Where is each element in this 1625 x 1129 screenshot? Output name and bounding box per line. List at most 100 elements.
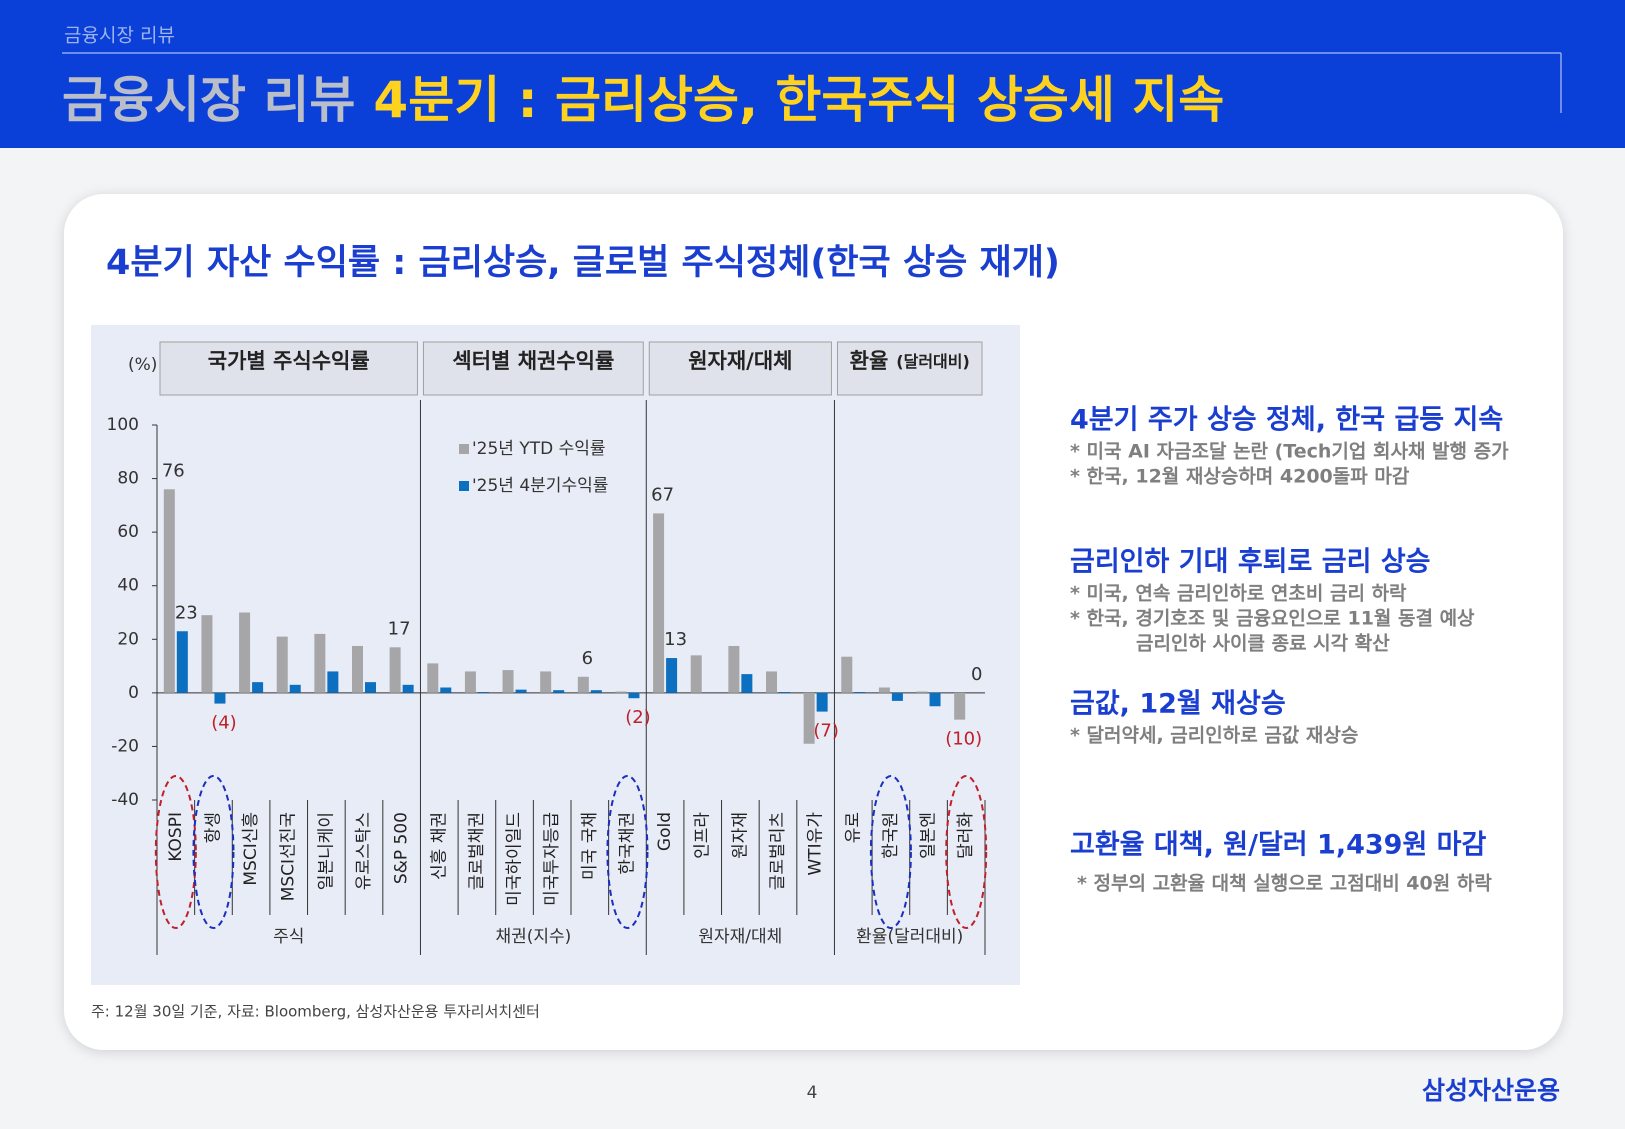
x-tick-label: 한국원	[881, 812, 901, 859]
bar	[803, 692, 815, 744]
group-name: 국가별 주식수익률	[208, 349, 370, 373]
group-header-box	[422, 341, 644, 396]
bar	[666, 658, 678, 693]
y-tick-label: 20	[117, 629, 139, 649]
bar	[352, 645, 363, 693]
group-label: 환율(달러대비)	[856, 927, 963, 947]
group-name: 원자재/대체	[688, 349, 792, 373]
title-highlight: 4분기 : 금리상승, 한국주식 상승세 지속	[373, 71, 1224, 129]
group-name: 섹터별 채권수익률	[452, 349, 614, 373]
data-label: (10)	[945, 729, 982, 750]
bar	[841, 656, 853, 693]
bar	[891, 692, 903, 701]
page-title: 금융시장 리뷰 4분기 : 금리상승, 한국주식 상승세 지속	[62, 71, 1224, 129]
bar	[402, 684, 414, 693]
highlight-ellipse	[192, 775, 235, 929]
bar	[427, 663, 439, 693]
legend-swatch	[459, 481, 469, 491]
bar	[440, 687, 452, 693]
bar	[615, 691, 627, 693]
legend-label: '25년 4분기수익률	[472, 476, 608, 496]
bar	[577, 676, 589, 693]
bar	[365, 682, 376, 693]
header-band	[0, 0, 1625, 148]
data-label: (7)	[813, 721, 839, 742]
bar	[728, 645, 740, 693]
insight-note: * 미국 AI 자금조달 논란 (Tech기업 회사채 발행 증가	[1070, 441, 1509, 463]
section-label: 금융시장 리뷰	[64, 25, 175, 47]
bar	[854, 692, 866, 693]
x-tick-label: 한국채권	[617, 812, 637, 875]
bar	[878, 687, 890, 693]
card-title: 4분기 자산 수익률 : 금리상승, 글로벌 주식정체(한국 상승 재개)	[106, 243, 1060, 283]
bar	[929, 692, 941, 707]
group-name: 환율	[850, 349, 889, 373]
y-tick-label: 80	[117, 469, 139, 489]
bar	[327, 671, 339, 693]
group-label: 채권(지수)	[495, 927, 571, 947]
x-tick-label: 인프라	[693, 812, 713, 859]
bar	[590, 690, 602, 693]
insight-note: 금리인하 사이클 종료 시각 확산	[1136, 632, 1390, 655]
bar	[779, 692, 790, 693]
x-tick-label: Gold	[655, 812, 675, 851]
group-header-box	[648, 341, 832, 396]
highlight-ellipse	[945, 775, 988, 929]
y-tick-label: 60	[117, 522, 139, 542]
bar	[766, 671, 777, 693]
group-label: 원자재/대체	[698, 927, 782, 947]
group-header: 섹터별 채권수익률	[452, 349, 614, 373]
y-tick-label: -40	[111, 790, 139, 810]
insight-headline: 고환율 대책, 원/달러 1,439원 마감	[1070, 830, 1487, 861]
insight-note: * 정부의 고환율 대책 실행으로 고점대비 40원 하락	[1077, 873, 1492, 895]
bar	[954, 692, 966, 720]
insight-headline: 4분기 주가 상승 정체, 한국 급등 지속	[1070, 405, 1503, 436]
x-tick-label: 글로벌채권	[467, 812, 487, 890]
bar	[176, 631, 188, 693]
insight-note: * 한국, 12월 재상승하며 4200돌파 마감	[1070, 466, 1410, 488]
group-header: 국가별 주식수익률	[208, 349, 370, 373]
x-tick-label: WTI유가	[806, 812, 826, 876]
footnote: 주: 12월 30일 기준, 자료: Bloomberg, 삼성자산운용 투자리…	[91, 1003, 540, 1021]
bar	[389, 647, 401, 693]
data-label: 67	[651, 484, 674, 505]
data-label: (2)	[625, 707, 651, 728]
insight-note: * 달러약세, 금리인하로 금값 재상승	[1070, 725, 1358, 747]
x-tick-label: MSCI신흥	[241, 812, 261, 886]
legend-swatch	[459, 444, 469, 454]
x-tick-label: 신흥 채권	[429, 812, 449, 880]
x-tick-label: 항셍	[203, 812, 223, 843]
data-label: 23	[175, 602, 198, 623]
y-tick-label: -20	[111, 736, 139, 756]
bar	[653, 513, 665, 693]
bar	[276, 636, 288, 693]
y-axis-label: (%)	[128, 355, 157, 375]
x-tick-label: 일본엔	[919, 812, 939, 859]
insight-note: * 미국, 연속 금리인하로 연초비 금리 하락	[1070, 583, 1407, 605]
group-header: 환율 (달러대비)	[850, 349, 970, 373]
y-tick-label: 0	[128, 683, 139, 703]
bar	[289, 684, 301, 693]
x-tick-label: 미국 국채	[580, 812, 600, 880]
legend-label: '25년 YTD 수익률	[472, 439, 606, 459]
data-label: 13	[664, 629, 687, 650]
data-label: 76	[162, 460, 185, 481]
bar	[816, 692, 828, 712]
group-header-box	[836, 341, 983, 396]
x-tick-label: 유로스탁스	[354, 812, 374, 890]
bar	[314, 633, 326, 693]
bar	[239, 612, 251, 693]
bar	[163, 489, 175, 693]
insights: 4분기 주가 상승 정체, 한국 급등 지속 * 미국 AI 자금조달 논란 (T…	[1070, 405, 1509, 895]
x-tick-label: 원자재	[730, 812, 750, 859]
x-tick-label: MSCI선진국	[279, 812, 299, 901]
bar	[515, 689, 527, 693]
x-tick-label: KOSPI	[166, 812, 186, 862]
bar	[252, 682, 264, 693]
data-label: 0	[971, 664, 982, 685]
bar	[502, 670, 514, 693]
y-tick-label: 40	[117, 576, 139, 596]
x-tick-label: 미국하이일드	[505, 812, 525, 906]
highlight-ellipse	[606, 775, 649, 929]
